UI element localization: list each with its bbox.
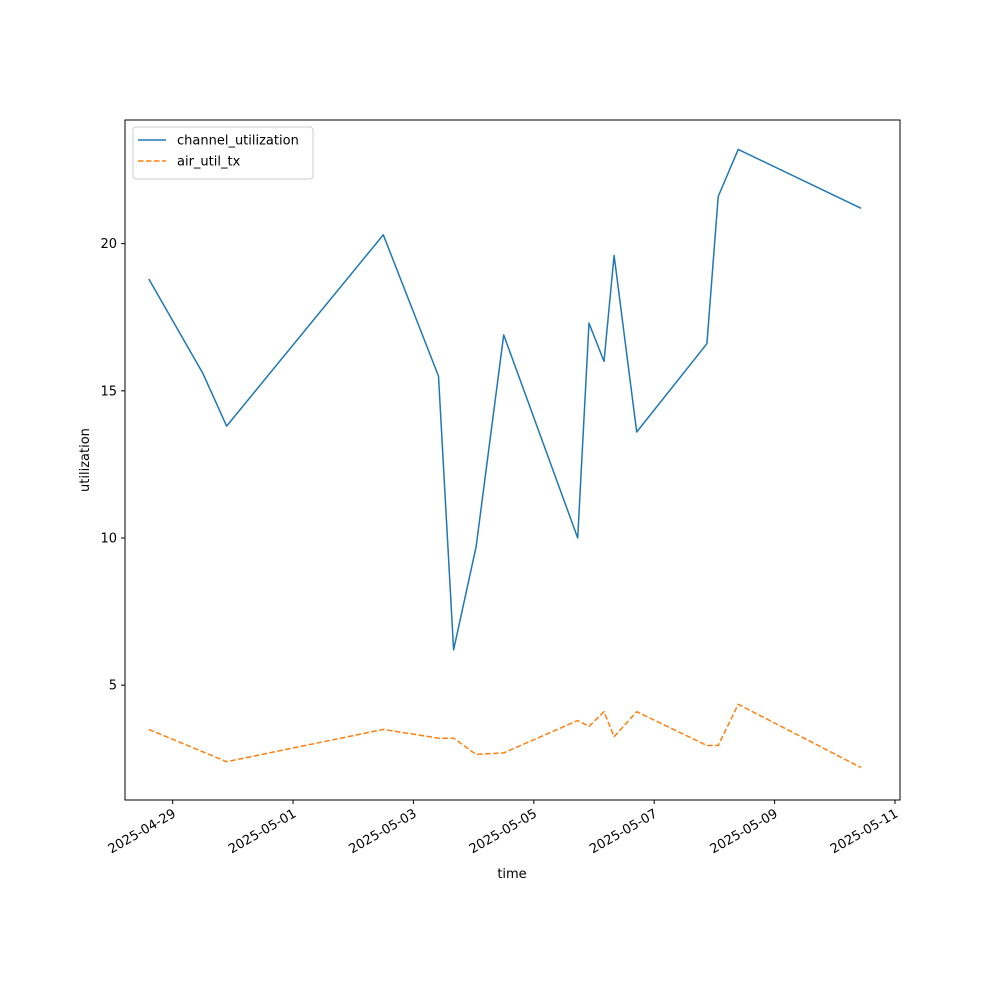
legend-label-channel_utilization: channel_utilization: [177, 134, 299, 149]
y-axis-label: utilization: [78, 428, 93, 492]
series-line-air_util_tx: [148, 703, 862, 769]
y-tick-label-3: 20: [100, 237, 117, 252]
legend-box: [132, 126, 314, 180]
legend-label-air_util_tx: air_util_tx: [177, 155, 241, 170]
legend: channel_utilization air_util_tx: [132, 126, 314, 180]
series-line-channel_utilization: [148, 148, 862, 651]
y-tick-label-2: 15: [100, 384, 117, 399]
x-axis-label: time: [497, 867, 526, 882]
plot-frame: [124, 119, 901, 801]
y-tick-label-0: 5: [109, 679, 117, 694]
y-tick-label-1: 10: [100, 532, 117, 547]
y-axis: 5 10 15 20: [100, 237, 125, 694]
series-layer: [148, 148, 862, 769]
